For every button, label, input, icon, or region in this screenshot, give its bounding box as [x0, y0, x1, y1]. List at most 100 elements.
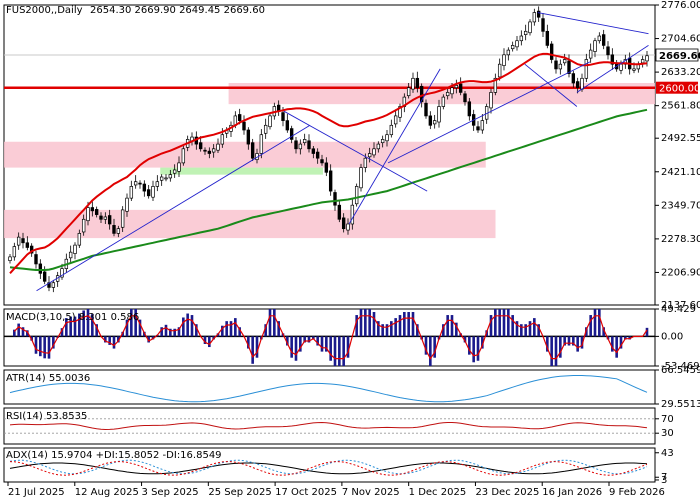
candle-body: [493, 77, 498, 93]
candle-body: [289, 128, 294, 140]
macd-histogram-bar: [550, 336, 553, 366]
macd-histogram-bar: [416, 324, 419, 337]
candle-body: [380, 139, 385, 144]
candle-body: [138, 182, 142, 185]
macd-histogram-bar: [273, 309, 276, 337]
candle-body: [216, 143, 220, 151]
macd-histogram-bar: [342, 336, 345, 366]
candle-body: [298, 143, 303, 150]
macd-histogram-bar: [463, 336, 467, 343]
time-tick-label: 3 Sep 2025: [142, 487, 199, 498]
macd-histogram-bar: [173, 328, 176, 337]
macd-histogram-bar: [186, 313, 189, 337]
candle-body: [107, 215, 112, 225]
candle-body: [125, 197, 129, 212]
candle-body: [480, 120, 485, 131]
adx-line: [9, 462, 648, 475]
candle-body: [432, 120, 437, 125]
macd-histogram-bar: [372, 312, 376, 337]
macd-frame: [3, 308, 656, 367]
macd-histogram-bar: [208, 336, 211, 348]
atr-panel: 66.5459 29.5513: [3, 365, 700, 410]
macd-histogram-bar: [34, 336, 38, 354]
macd-histogram-bar: [60, 328, 64, 337]
candle-body: [445, 92, 450, 97]
candle-body: [545, 30, 550, 46]
candle-body: [120, 209, 125, 228]
macd-histogram-bar: [533, 318, 536, 337]
candle-body: [38, 263, 43, 274]
macd-histogram-bar: [511, 315, 514, 337]
macd-histogram-bar: [17, 323, 20, 337]
candle-body: [645, 55, 649, 62]
macd-histogram-bar: [325, 336, 328, 352]
macd-histogram-bar: [221, 325, 224, 337]
macd-histogram-bar: [299, 336, 302, 352]
macd-histogram-bar: [294, 336, 298, 361]
macd-histogram-bar: [247, 336, 250, 349]
trend-line: [387, 61, 591, 164]
time-tick-label: 9 Feb 2026: [609, 487, 665, 498]
macd-histogram-bar: [507, 309, 510, 337]
candle-body: [376, 143, 381, 150]
candle-body: [558, 63, 563, 70]
rsi-tick-label: 30: [661, 428, 674, 439]
macd-histogram-bar: [624, 336, 627, 340]
price-zone: [4, 209, 496, 239]
macd-tick-label: -53.469: [661, 361, 700, 372]
macd-histogram-bar: [47, 336, 51, 359]
candle-body: [536, 10, 541, 18]
macd-histogram-bar: [43, 336, 46, 359]
macd-histogram-bar: [442, 324, 445, 337]
candle-body: [315, 151, 320, 159]
macd-histogram-bar: [537, 324, 540, 337]
macd-histogram-bar: [468, 336, 471, 355]
price-tick-label: 2561.80: [661, 101, 700, 112]
candle-body: [610, 54, 615, 65]
price-tick-label: 2776.00: [661, 0, 700, 11]
candle-body: [372, 148, 376, 156]
macd-histogram-bar: [195, 324, 198, 337]
candle-body: [632, 68, 636, 71]
candle-body: [337, 204, 342, 220]
macd-histogram-bar: [182, 317, 185, 337]
atr-tick-label: 66.5459: [661, 365, 700, 376]
time-tick-label: 21 Jul 2025: [8, 487, 65, 498]
candle-body: [575, 81, 580, 89]
candle-body: [497, 63, 502, 78]
adx-tick-label: 7: [661, 472, 667, 483]
macd-histogram-bar: [190, 315, 194, 337]
atr-frame: [3, 369, 656, 405]
candle-body: [510, 45, 515, 50]
candle-body: [99, 215, 103, 220]
macd-histogram-bar: [177, 327, 181, 337]
candle-body: [398, 106, 402, 118]
macd-histogram-bar: [390, 321, 393, 337]
candle-body: [328, 170, 333, 192]
macd-histogram-bar: [619, 336, 623, 349]
candle-body: [246, 129, 251, 145]
candle-body: [25, 242, 30, 248]
candle-body: [424, 102, 428, 117]
current-price-box: [655, 48, 699, 62]
candle-body: [133, 181, 138, 186]
macd-histogram-bar: [498, 309, 501, 337]
rsi-line: [9, 421, 648, 431]
candle-body: [77, 233, 82, 246]
macd-histogram-bar: [130, 309, 133, 337]
trend-line: [348, 68, 441, 225]
price-tick-label: 2633.20: [661, 67, 700, 78]
symbol-label: FUS2000,,Daily: [6, 5, 83, 16]
price-tick-label: 2492.55: [661, 133, 700, 144]
macd-histogram-bar: [21, 327, 25, 337]
macd-histogram-bar: [433, 336, 436, 358]
rsi-frame: [3, 407, 656, 445]
atr-line: [9, 375, 648, 403]
macd-histogram-bar: [476, 336, 480, 361]
candle-body: [549, 43, 554, 60]
macd-histogram-bar: [268, 309, 272, 337]
candle-body: [294, 140, 298, 150]
macd-label: MACD(3,10,5) 8.301 0.586: [6, 312, 139, 323]
macd-histogram-bar: [429, 336, 432, 366]
